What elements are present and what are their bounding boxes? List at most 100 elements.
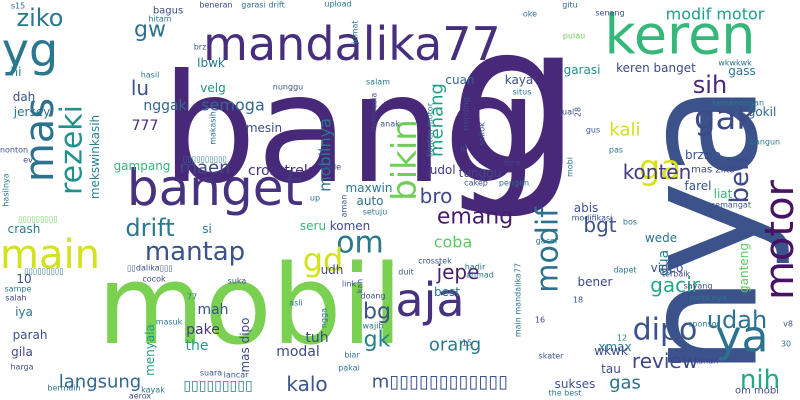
cloud-word: bgt xyxy=(583,213,616,237)
cloud-word: hi xyxy=(11,65,22,79)
cloud-word: s15 xyxy=(11,2,25,11)
cloud-word: 10 xyxy=(16,272,31,286)
cloud-word: si xyxy=(202,222,212,236)
cloud-word: gk xyxy=(364,328,391,353)
cloud-word: modif motor xyxy=(666,5,765,24)
cloud-word: farel xyxy=(685,179,712,193)
cloud-word: ngga xyxy=(320,308,329,328)
cloud-word: crosstrek xyxy=(248,163,313,179)
cloud-word: gila xyxy=(11,345,33,359)
cloud-word: langsung xyxy=(59,372,142,393)
cloud-word: ziko xyxy=(17,4,64,32)
cloud-word: 18 xyxy=(573,296,583,305)
cloud-word: 777 xyxy=(132,118,159,134)
cloud-word: crash xyxy=(8,222,41,236)
cloud-word: nih xyxy=(740,365,780,395)
cloud-word: om xyxy=(336,226,384,261)
cloud-word: the xyxy=(186,338,209,354)
cloud-word: keren xyxy=(604,4,755,67)
cloud-word: om mobi xyxy=(735,386,779,397)
cloud-word: cocok xyxy=(142,275,166,284)
cloud-word: dapet xyxy=(613,266,636,275)
cloud-word: v8 xyxy=(783,320,793,329)
cloud-word: rezeki xyxy=(55,105,90,195)
cloud-word: gacor xyxy=(536,237,559,246)
cloud-word: cuan xyxy=(445,73,474,87)
cloud-word: jp xyxy=(459,144,467,153)
cloud-word: ▯▯▯▯▯▯▯▯▯ xyxy=(18,215,58,224)
cloud-word: ev xyxy=(23,156,33,165)
cloud-word: tunggu xyxy=(459,166,502,180)
cloud-word: modifikasi xyxy=(572,214,613,223)
cloud-word: drift xyxy=(125,214,174,242)
cloud-word: brziko xyxy=(685,148,721,162)
cloud-word: ▯▯▯▯▯▯▯▯▯▯ xyxy=(183,155,227,164)
cloud-word: garasi drift xyxy=(241,1,285,10)
cloud-word: pengen xyxy=(499,179,529,188)
cloud-word: salah xyxy=(5,294,26,303)
cloud-word: pake xyxy=(186,322,220,338)
cloud-word: masuk xyxy=(156,318,183,327)
cloud-word: video xyxy=(651,261,684,275)
cloud-word: udh xyxy=(321,263,344,277)
cloud-word: sukses xyxy=(555,377,596,391)
cloud-word: ▯▯dalika▯▯▯ xyxy=(127,264,173,273)
cloud-word: abis xyxy=(574,201,599,215)
cloud-word: bermain xyxy=(47,384,80,393)
cloud-word: main xyxy=(0,232,100,278)
cloud-word: sampe xyxy=(5,285,32,294)
cloud-word: bg xyxy=(363,300,391,325)
cloud-word: mobi nya xyxy=(689,294,726,303)
cloud-word: gass xyxy=(728,64,755,78)
cloud-word: bang xyxy=(161,43,538,217)
cloud-word: kalo xyxy=(286,372,327,396)
cloud-word: skater xyxy=(539,352,565,361)
cloud-word: ga xyxy=(639,148,681,188)
cloud-word: gede xyxy=(321,163,341,172)
cloud-word: gua xyxy=(656,250,672,276)
cloud-word: hasilnya xyxy=(2,173,11,206)
cloud-word: hasil xyxy=(141,71,160,80)
cloud-word: ▯▯▯▯▯▯▯▯▯ xyxy=(183,378,252,394)
cloud-word: g xyxy=(448,0,581,223)
cloud-word: liat xyxy=(714,187,733,201)
cloud-word: jual xyxy=(559,108,574,117)
cloud-word: bikin xyxy=(385,119,425,201)
cloud-word: coba xyxy=(434,233,473,252)
cloud-word: setuju xyxy=(363,208,388,217)
cloud-word: menang xyxy=(427,83,448,157)
cloud-word: lbwk xyxy=(197,56,225,70)
cloud-word: orang xyxy=(429,335,481,356)
cloud-word: pulau xyxy=(563,32,585,41)
cloud-word: semoga xyxy=(201,96,265,115)
cloud-word: saifok xyxy=(478,122,487,146)
cloud-word: bos xyxy=(623,218,637,227)
cloud-word: oke xyxy=(523,10,537,19)
cloud-word: tuh xyxy=(305,330,328,346)
cloud-word: ganteng xyxy=(737,243,751,293)
cloud-word: indonesia xyxy=(370,93,379,132)
cloud-word: jepe xyxy=(436,260,480,284)
cloud-word: kaya xyxy=(505,73,534,87)
cloud-word: the best xyxy=(549,389,582,398)
cloud-word: aja xyxy=(395,273,464,327)
cloud-word: terbaik xyxy=(662,270,691,279)
cloud-word: 12 xyxy=(617,334,627,343)
cloud-word: kemenangan xyxy=(712,99,764,108)
cloud-word: mobil xyxy=(97,241,402,369)
cloud-word: ▯▯▯▯▯▯▯▯▯ xyxy=(24,267,64,276)
cloud-word: review xyxy=(632,349,698,373)
cloud-word: aman xyxy=(340,195,349,218)
cloud-word: pakai xyxy=(338,364,360,373)
cloud-word: wede xyxy=(645,231,677,245)
cloud-word: link xyxy=(342,280,357,289)
cloud-word: pas xyxy=(609,146,623,155)
cloud-word: semangat xyxy=(711,201,751,210)
cloud-word: modif xyxy=(531,206,566,293)
cloud-word: yg xyxy=(2,23,58,77)
cloud-word: 16 xyxy=(535,316,545,325)
cloud-word: maxwin xyxy=(346,181,393,195)
cloud-word: crosstek xyxy=(418,257,452,266)
cloud-word: upload xyxy=(324,0,351,9)
